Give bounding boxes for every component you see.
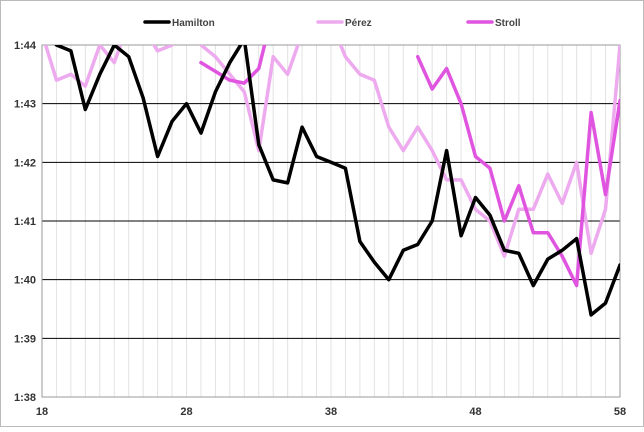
- legend: Hamilton Pérez Stroll: [143, 18, 521, 29]
- legend-label: Pérez: [345, 18, 372, 29]
- legend-label: Stroll: [495, 18, 521, 29]
- y-tick-label: 1:41: [14, 216, 36, 228]
- y-tick-label: 1:38: [14, 392, 36, 404]
- y-axis-tick-labels: 1:38 1:39 1:40 1:41 1:42 1:43 1:44: [14, 40, 37, 404]
- x-tick-label: 28: [180, 406, 192, 418]
- series-line-stroll: [415, 54, 620, 288]
- y-tick-label: 1:42: [14, 157, 36, 169]
- plot-area-border: [41, 44, 621, 398]
- y-tick-label: 1:40: [14, 275, 36, 287]
- x-axis-tick-labels: 18 28 38 48 58: [36, 406, 626, 418]
- series-line-stroll: [199, 45, 267, 85]
- x-tick-label: 48: [469, 406, 481, 418]
- x-tick-label: 58: [614, 406, 626, 418]
- series-line-hamilton: [54, 45, 620, 317]
- x-tick-label: 18: [36, 406, 48, 418]
- series-layer: [43, 45, 620, 317]
- plot-border: [41, 44, 621, 398]
- legend-label: Hamilton: [172, 18, 215, 29]
- y-tick-label: 1:43: [14, 99, 36, 111]
- y-tick-label: 1:39: [14, 333, 36, 345]
- x-tick-label: 38: [325, 406, 337, 418]
- series-line-perez: [43, 45, 620, 258]
- y-tick-label: 1:44: [14, 40, 37, 52]
